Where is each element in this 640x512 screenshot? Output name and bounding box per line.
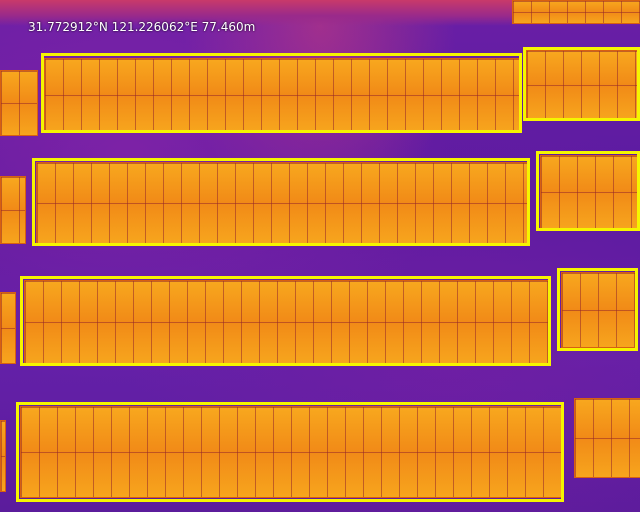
solar-panel-row [540,155,640,229]
solar-panel-row [512,0,640,24]
solar-panel-row [0,70,38,136]
solar-panel-row [526,50,640,120]
detection-box [523,47,640,121]
solar-panel-row [0,420,6,492]
detection-box [20,276,551,366]
detection-box [41,53,522,133]
solar-panel-row [36,162,528,244]
solar-panel-row [0,292,16,364]
gps-coordinates: 31.772912°N 121.226062°E 77.460m [28,20,256,34]
solar-panel-row [20,406,562,498]
solar-panel-row [44,58,520,132]
detection-box [16,402,564,502]
detection-box [32,158,530,246]
solar-panel-row [24,280,550,364]
solar-panel-row [574,398,640,478]
detection-box [536,151,640,231]
detection-box [557,268,638,351]
solar-panel-row [561,272,637,348]
solar-panel-row [0,176,26,244]
